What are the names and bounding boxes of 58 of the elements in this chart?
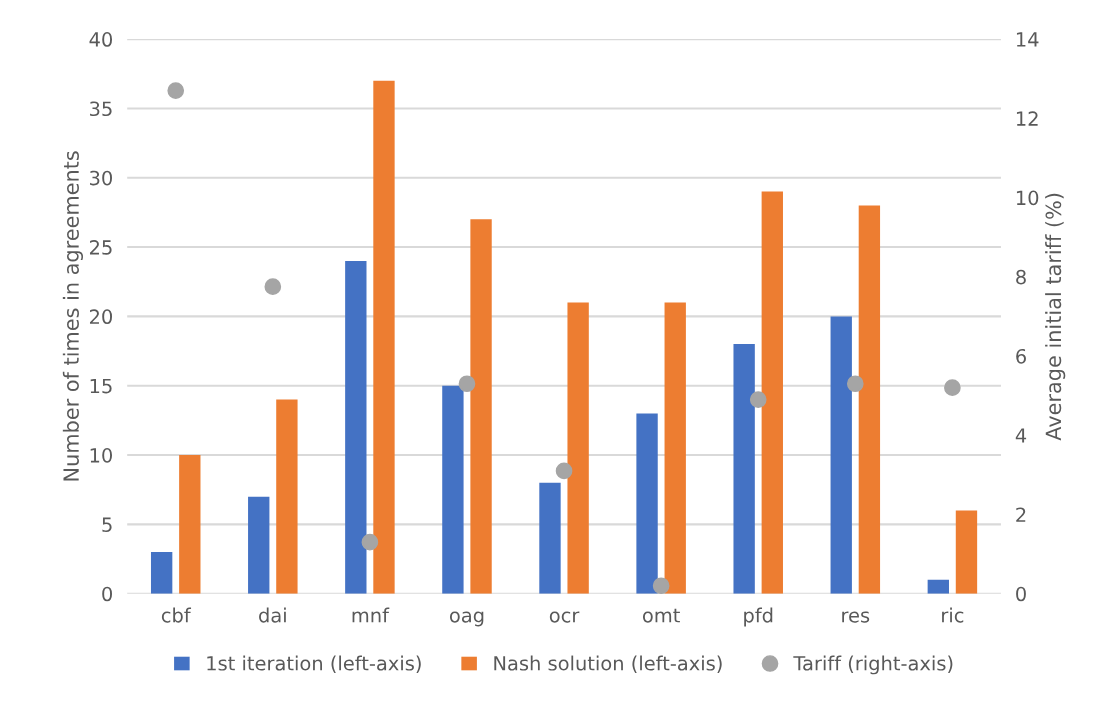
bar xyxy=(636,413,658,594)
x-tick-label: cbf xyxy=(161,607,192,623)
bar xyxy=(733,344,755,594)
y2-tick-label: 6 xyxy=(1016,348,1026,364)
bar xyxy=(830,316,852,594)
legend-label: 1st iteration (left-axis) xyxy=(207,655,421,673)
y-tick-label: 35 xyxy=(90,101,112,117)
point xyxy=(458,375,476,393)
y-tick-label: 15 xyxy=(90,378,112,394)
point xyxy=(652,577,670,595)
y-tick-label: 0 xyxy=(102,586,113,602)
point xyxy=(264,278,282,296)
bar xyxy=(442,385,464,594)
x-tick-label: mnf xyxy=(352,607,390,623)
y-axis-title: Number of times in agreements xyxy=(62,151,83,481)
y2-tick-label: 12 xyxy=(1016,111,1038,126)
x-tick-label: ric xyxy=(942,607,964,623)
y2-tick-label: 2 xyxy=(1016,507,1026,522)
bar xyxy=(664,302,686,594)
legend-label: Nash solution (left-axis) xyxy=(494,655,722,673)
y2-tick-label: 4 xyxy=(1015,428,1027,443)
y-tick-label: 10 xyxy=(90,448,113,463)
bar xyxy=(248,496,270,594)
x-tick-label: res xyxy=(842,611,870,623)
x-tick-label: pfd xyxy=(744,607,773,627)
point xyxy=(846,375,864,393)
y2-tick-label: 14 xyxy=(1016,32,1039,47)
y-tick-label: 25 xyxy=(89,240,112,255)
point xyxy=(555,462,573,480)
bar xyxy=(470,219,492,594)
y-tick-label: 40 xyxy=(89,32,113,47)
point xyxy=(944,379,961,397)
y-tick-label: 5 xyxy=(102,517,112,533)
bar xyxy=(276,399,298,594)
x-tick-label: ocr xyxy=(549,611,580,623)
x-tick-label: dai xyxy=(259,607,286,623)
y2-tick-label: 0 xyxy=(1016,586,1026,602)
point xyxy=(167,82,185,99)
bar xyxy=(567,302,589,594)
bar xyxy=(179,455,201,594)
bar xyxy=(345,260,367,594)
y-tick-label: 30 xyxy=(90,170,113,186)
legend-label: Tariff (right-axis) xyxy=(793,655,953,675)
bar xyxy=(761,191,783,594)
y2-tick-label: 8 xyxy=(1016,269,1026,285)
x-tick-label: oag xyxy=(449,611,484,627)
bar xyxy=(150,552,173,594)
y2-tick-label: 10 xyxy=(1016,190,1039,206)
y2-axis-title: Average initial tariff (%) xyxy=(1045,193,1066,441)
point xyxy=(749,391,767,408)
x-tick-label: omt xyxy=(642,608,680,623)
bar xyxy=(539,482,561,594)
y-tick-label: 20 xyxy=(89,309,113,325)
bar xyxy=(955,510,978,594)
bar xyxy=(927,579,949,594)
bar xyxy=(858,205,881,594)
point xyxy=(361,533,379,551)
bar xyxy=(373,80,395,594)
